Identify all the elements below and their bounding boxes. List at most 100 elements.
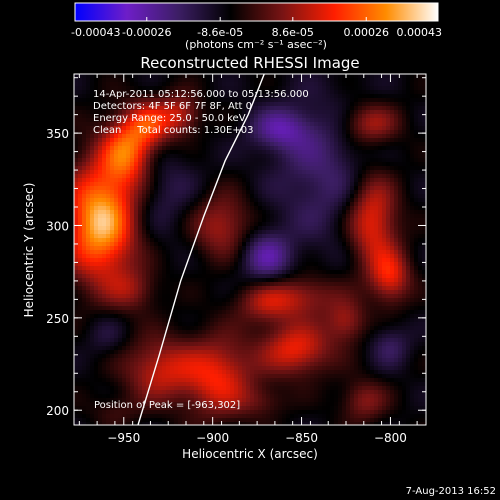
heatmap-cell	[270, 110, 275, 115]
heatmap-cell	[230, 106, 235, 111]
heatmap-cell	[330, 134, 335, 139]
heatmap-cell	[122, 154, 127, 159]
heatmap-cell	[122, 150, 127, 155]
heatmap-cell	[334, 134, 339, 139]
heatmap-cell	[74, 154, 79, 159]
heatmap-cell	[130, 246, 135, 251]
heatmap-cell	[338, 118, 343, 123]
heatmap-cell	[170, 290, 175, 295]
heatmap-cell	[210, 166, 215, 171]
heatmap-cell	[106, 230, 111, 235]
heatmap-cell	[154, 234, 159, 239]
heatmap-cell	[410, 282, 415, 287]
heatmap-cell	[222, 154, 227, 159]
heatmap-cell	[210, 162, 215, 167]
heatmap-cell	[110, 222, 115, 227]
heatmap-cell	[282, 206, 287, 211]
heatmap-cell	[110, 294, 115, 299]
heatmap-cell	[150, 266, 155, 271]
heatmap-cell	[82, 134, 87, 139]
heatmap-cell	[346, 218, 351, 223]
heatmap-cell	[130, 190, 135, 195]
heatmap-cell	[310, 170, 315, 175]
heatmap-cell	[166, 198, 171, 203]
heatmap-cell	[198, 218, 203, 223]
heatmap-cell	[154, 182, 159, 187]
heatmap-cell	[330, 102, 335, 107]
heatmap-cell	[82, 142, 87, 147]
heatmap-cell	[262, 238, 267, 243]
heatmap-cell	[290, 254, 295, 259]
heatmap-cell	[146, 74, 151, 79]
heatmap-cell	[394, 142, 399, 147]
heatmap-cell	[150, 90, 155, 95]
heatmap-cell	[362, 146, 367, 151]
heatmap-cell	[98, 254, 103, 259]
heatmap-cell	[350, 226, 355, 231]
heatmap-cell	[306, 218, 311, 223]
heatmap-cell	[118, 138, 123, 143]
heatmap-cell	[342, 222, 347, 227]
heatmap-cell	[134, 86, 139, 91]
heatmap-cell	[86, 222, 91, 227]
heatmap-cell	[190, 78, 195, 83]
heatmap-cell	[98, 170, 103, 175]
heatmap-cell	[414, 182, 419, 187]
heatmap-cell	[326, 142, 331, 147]
heatmap-cell	[330, 150, 335, 155]
heatmap-cell	[274, 110, 279, 115]
heatmap-cell	[278, 190, 283, 195]
heatmap-cell	[398, 146, 403, 151]
heatmap-cell	[298, 230, 303, 235]
heatmap-cell	[194, 230, 199, 235]
heatmap-cell	[346, 230, 351, 235]
heatmap-cell	[270, 266, 275, 271]
heatmap-cell	[398, 174, 403, 179]
heatmap-cell	[254, 94, 259, 99]
heatmap-cell	[254, 90, 259, 95]
heatmap-cell	[394, 198, 399, 203]
heatmap-cell	[194, 74, 199, 79]
heatmap-cell	[282, 142, 287, 147]
heatmap-cell	[250, 222, 255, 227]
heatmap-cell	[134, 206, 139, 211]
heatmap-cell	[214, 106, 219, 111]
heatmap-cell	[266, 278, 271, 283]
heatmap-cell	[318, 202, 323, 207]
heatmap-cell	[174, 298, 179, 303]
heatmap-cell	[358, 266, 363, 271]
heatmap-cell	[102, 154, 107, 159]
heatmap-cell	[146, 142, 151, 147]
heatmap-cell	[206, 186, 211, 191]
heatmap-cell	[218, 114, 223, 119]
heatmap-cell	[362, 130, 367, 135]
heatmap-cell	[378, 286, 383, 291]
heatmap-cell	[90, 226, 95, 231]
heatmap-cell	[170, 294, 175, 299]
heatmap-cell	[354, 202, 359, 207]
heatmap-cell	[122, 178, 127, 183]
heatmap-cell	[102, 190, 107, 195]
heatmap-cell	[310, 190, 315, 195]
heatmap-cell	[302, 230, 307, 235]
heatmap-cell	[234, 82, 239, 87]
heatmap-cell	[290, 238, 295, 243]
heatmap-cell	[190, 138, 195, 143]
heatmap-cell	[190, 198, 195, 203]
heatmap-cell	[90, 254, 95, 259]
heatmap-cell	[146, 290, 151, 295]
heatmap-cell	[330, 190, 335, 195]
heatmap-cell	[122, 238, 127, 243]
heatmap-cell	[326, 170, 331, 175]
heatmap-cell	[346, 242, 351, 247]
heatmap-cell	[258, 110, 263, 115]
heatmap-cell	[362, 238, 367, 243]
heatmap-cell	[326, 266, 331, 271]
heatmap-cell	[322, 198, 327, 203]
heatmap-cell	[286, 250, 291, 255]
heatmap-cell	[378, 210, 383, 215]
heatmap-cell	[94, 162, 99, 167]
heatmap-cell	[262, 202, 267, 207]
heatmap-cell	[346, 162, 351, 167]
heatmap-cell	[370, 154, 375, 159]
